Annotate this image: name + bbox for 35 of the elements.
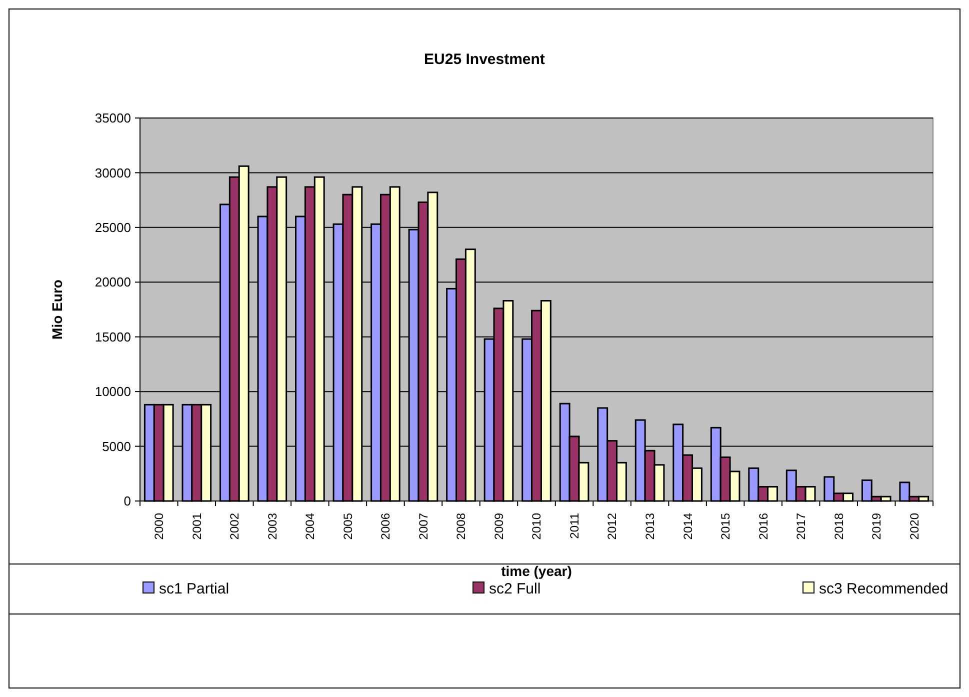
legend-label: sc3 Recommended (819, 580, 948, 598)
x-tick-label: 2010 (530, 512, 544, 540)
x-tick-label: 2002 (228, 512, 242, 540)
x-tick-label: 2014 (680, 512, 695, 540)
legend-label: sc2 Full (489, 580, 541, 598)
x-tick-label: 2015 (718, 512, 733, 540)
x-tick-label: 2012 (605, 512, 620, 540)
x-tick-label: 2009 (492, 512, 506, 540)
chart-title: EU25 Investment (424, 51, 545, 68)
x-tick-label: 2007 (416, 512, 430, 540)
legend-label: sc1 Partial (159, 580, 230, 598)
y-tick-label: 25000 (94, 220, 131, 235)
x-tick-label: 2017 (794, 512, 808, 540)
x-tick-label: 2001 (190, 512, 204, 540)
y-tick-label: 15000 (94, 329, 131, 344)
y-axis-title: Mio Euro (49, 280, 65, 340)
x-tick-label: 2000 (152, 512, 166, 540)
y-tick-label: 5000 (102, 438, 131, 454)
x-tick-label: 2004 (303, 512, 318, 540)
x-tick-label: 2005 (340, 512, 355, 540)
x-tick-label: 2013 (642, 512, 657, 540)
x-tick-label: 2003 (265, 512, 280, 540)
x-tick-label: 2019 (870, 512, 884, 540)
x-tick-label: 2020 (907, 512, 922, 540)
x-axis-title: time (year) (501, 563, 572, 579)
x-tick-label: 2006 (378, 512, 393, 540)
y-tick-label: 10000 (94, 384, 131, 400)
x-tick-label: 2011 (567, 512, 582, 539)
x-tick-label: 2016 (756, 512, 770, 540)
x-tick-label: 2018 (832, 512, 846, 540)
x-tick-label: 2008 (454, 512, 468, 540)
y-tick-label: 0 (124, 494, 131, 509)
y-tick-label: 30000 (94, 165, 131, 180)
y-tick-label: 20000 (94, 274, 131, 290)
y-tick-label: 35000 (94, 110, 131, 126)
